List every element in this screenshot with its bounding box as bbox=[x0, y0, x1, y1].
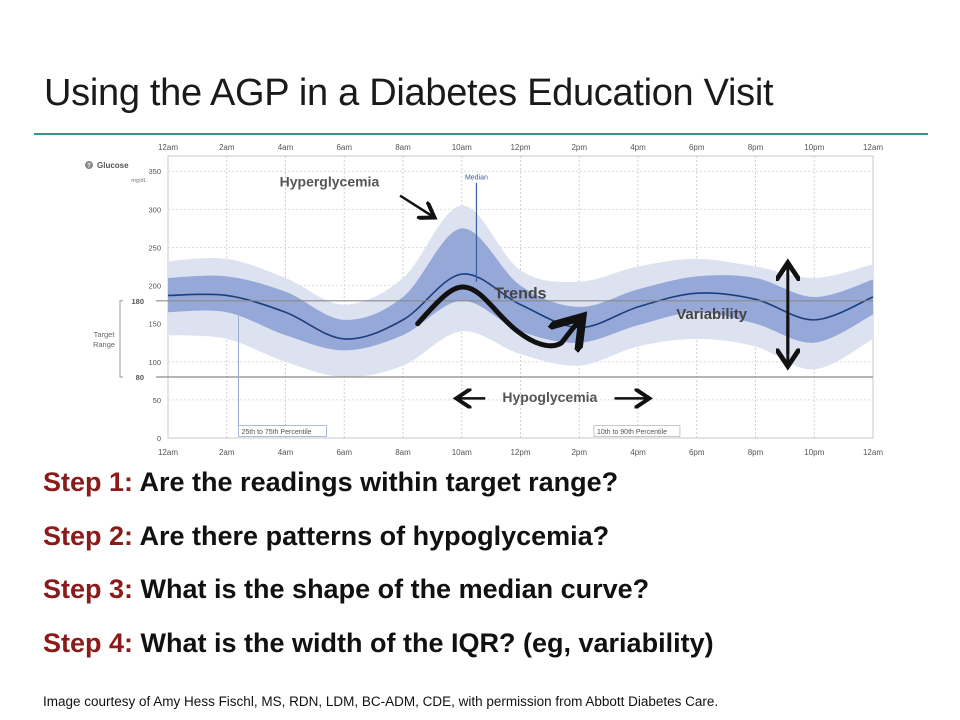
x-tick-label-top: 12am bbox=[158, 143, 178, 152]
y-tick-label: 150 bbox=[148, 320, 161, 329]
x-tick-label-bottom: 2am bbox=[219, 448, 235, 457]
iqr-band bbox=[168, 228, 873, 351]
median-line bbox=[167, 273, 874, 340]
x-tick-label-bottom: 8pm bbox=[748, 448, 764, 457]
target-range-label: Target bbox=[94, 330, 116, 339]
x-tick-label-bottom: 8am bbox=[395, 448, 411, 457]
y-tick-label: 200 bbox=[148, 282, 161, 291]
variability-label: Variability bbox=[676, 306, 748, 323]
x-tick-label-top: 2am bbox=[219, 143, 235, 152]
x-tick-label-top: 10am bbox=[452, 143, 472, 152]
target-range-bracket bbox=[119, 300, 123, 378]
outer-label-box bbox=[593, 425, 681, 437]
step-1: Step 1: Are the readings within target r… bbox=[43, 464, 943, 518]
agp-chart: 12am 12am 2am 2am 4am 4am 6am 6am 8am 8am 10am 10am… bbox=[85, 143, 883, 457]
x-tick-label-top: 12am bbox=[863, 143, 883, 152]
x-tick-label-top: 4am bbox=[278, 143, 294, 152]
glucose-label: Glucose bbox=[97, 161, 129, 170]
title-rule bbox=[34, 133, 928, 135]
step-4-label: Step 4: bbox=[43, 627, 134, 658]
x-tick-label-bottom: 6pm bbox=[689, 448, 705, 457]
step-1-text: Are the readings within target range? bbox=[139, 467, 619, 497]
x-tick-label-top: 4pm bbox=[630, 143, 646, 152]
y-tick-label: 100 bbox=[148, 358, 161, 367]
x-tick-label-bottom: 2pm bbox=[571, 448, 587, 457]
x-tick-label-bottom: 10am bbox=[452, 448, 472, 457]
hypoglycemia-label: Hypoglycemia bbox=[502, 389, 597, 405]
y-tick-label: 250 bbox=[148, 243, 161, 252]
step-4: Step 4: What is the width of the IQR? (e… bbox=[43, 625, 943, 679]
y-tick-label: 0 bbox=[157, 434, 161, 443]
step-2-label: Step 2: bbox=[43, 520, 134, 551]
x-tick-label-bottom: 12am bbox=[158, 448, 178, 457]
target-low-label: 80 bbox=[136, 373, 144, 382]
x-tick-label-top: 12pm bbox=[510, 143, 530, 152]
image-credit: Image courtesy of Amy Hess Fischl, MS, R… bbox=[43, 694, 719, 709]
x-tick-label-bottom: 6am bbox=[336, 448, 352, 457]
hyperglycemia-arrow bbox=[399, 194, 432, 217]
x-tick-label-top: 8am bbox=[395, 143, 411, 152]
step-4-text: What is the width of the IQR? (eg, varia… bbox=[140, 627, 714, 658]
x-tick-label-bottom: 4pm bbox=[630, 448, 646, 457]
glucose-icon-glyph: ? bbox=[87, 164, 91, 170]
y-tick-label: 50 bbox=[153, 396, 161, 405]
step-3-text: What is the shape of the median curve? bbox=[140, 574, 650, 604]
y-tick-label: 350 bbox=[148, 167, 161, 176]
step-3: Step 3: What is the shape of the median … bbox=[43, 571, 943, 625]
x-tick-label-top: 6am bbox=[336, 143, 352, 152]
steps-list: Step 1: Are the readings within target r… bbox=[43, 464, 943, 678]
median-label: Median bbox=[465, 175, 488, 182]
iqr-label-box bbox=[238, 425, 327, 437]
x-tick-label-top: 10pm bbox=[804, 143, 824, 152]
x-tick-label-top: 2pm bbox=[571, 143, 587, 152]
glucose-icon bbox=[85, 161, 93, 169]
unit-label: mg/dL bbox=[131, 178, 146, 184]
trends-label: Trends bbox=[494, 286, 547, 303]
step-2-text: Are there patterns of hypoglycemia? bbox=[139, 520, 610, 551]
iqr-label: 25th to 75th Percentile bbox=[242, 429, 312, 436]
hyperglycemia-label: Hyperglycemia bbox=[280, 173, 380, 189]
x-tick-label-bottom: 4am bbox=[278, 448, 294, 457]
x-tick-label-bottom: 10pm bbox=[804, 448, 824, 457]
target-range-label: Range bbox=[93, 340, 115, 349]
x-tick-label-top: 8pm bbox=[748, 143, 764, 152]
step-3-label: Step 3: bbox=[43, 574, 134, 604]
x-tick-label-bottom: 12pm bbox=[510, 448, 530, 457]
target-high-label: 180 bbox=[131, 297, 144, 306]
x-tick-label-bottom: 12am bbox=[863, 448, 883, 457]
trends-squiggle bbox=[415, 284, 580, 346]
step-1-label: Step 1: bbox=[43, 467, 134, 497]
slide-title: Using the AGP in a Diabetes Education Vi… bbox=[44, 72, 774, 114]
outer-label: 10th to 90th Percentile bbox=[597, 429, 667, 436]
y-tick-label: 300 bbox=[148, 205, 161, 214]
step-2: Step 2: Are there patterns of hypoglycem… bbox=[43, 518, 943, 572]
x-tick-label-top: 6pm bbox=[689, 143, 705, 152]
